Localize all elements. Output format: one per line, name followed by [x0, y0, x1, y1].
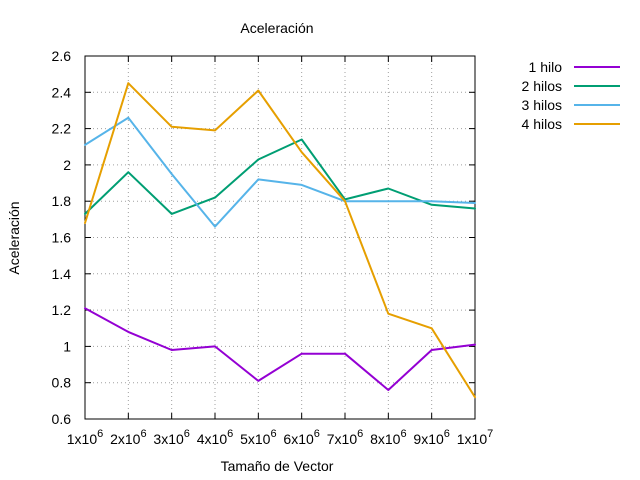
y-tick-label: 2 [63, 157, 71, 173]
y-tick-label: 2.6 [52, 48, 72, 64]
x-tick-label: 5x106 [240, 428, 276, 447]
x-tick-label: 7x106 [327, 428, 363, 447]
x-axis-label: Tamaño de Vector [221, 458, 334, 474]
x-tick-label: 6x106 [283, 428, 319, 447]
legend-label: 2 hilos [522, 78, 562, 94]
y-axis-label: Aceleración [6, 201, 22, 274]
x-tick-label: 8x106 [370, 428, 406, 447]
series-line-4 [84, 82, 476, 399]
x-tick-label: 9x106 [413, 428, 449, 447]
legend-label: 4 hilos [522, 116, 562, 132]
y-tick-label: 0.6 [52, 411, 72, 427]
y-tick-label: 2.4 [52, 84, 72, 100]
x-tick-label: 3x106 [153, 428, 189, 447]
y-tick-label: 2.2 [52, 121, 72, 137]
x-tick-label: 2x106 [110, 428, 146, 447]
series-line-2 [84, 138, 476, 215]
x-tick-label: 1x107 [457, 428, 493, 447]
grid [85, 56, 475, 419]
series-lines [84, 82, 476, 399]
chart-title: Aceleración [240, 20, 313, 36]
y-tick-label: 1 [63, 338, 71, 354]
y-axis-ticks: 0.6 0.8 1 1.2 1.4 1.6 1.8 2 2.2 2.4 2.6 [52, 48, 475, 427]
y-tick-label: 1.8 [52, 193, 72, 209]
y-tick-label: 1.4 [52, 266, 72, 282]
legend-label: 3 hilos [522, 97, 562, 113]
x-axis-ticks: 1x106 2x106 3x106 4x106 5x106 6x106 7x106 8x106… [67, 56, 493, 447]
legend-label: 1 hilo [529, 59, 563, 75]
x-tick-label: 1x106 [67, 428, 103, 447]
x-tick-label: 4x106 [197, 428, 233, 447]
y-tick-label: 0.8 [52, 375, 72, 391]
legend: 1 hilo 2 hilos 3 hilos 4 hilos [522, 59, 620, 132]
series-line-3 [84, 116, 476, 228]
y-tick-label: 1.6 [52, 230, 72, 246]
series-line-1 [84, 307, 476, 391]
y-tick-label: 1.2 [52, 302, 72, 318]
